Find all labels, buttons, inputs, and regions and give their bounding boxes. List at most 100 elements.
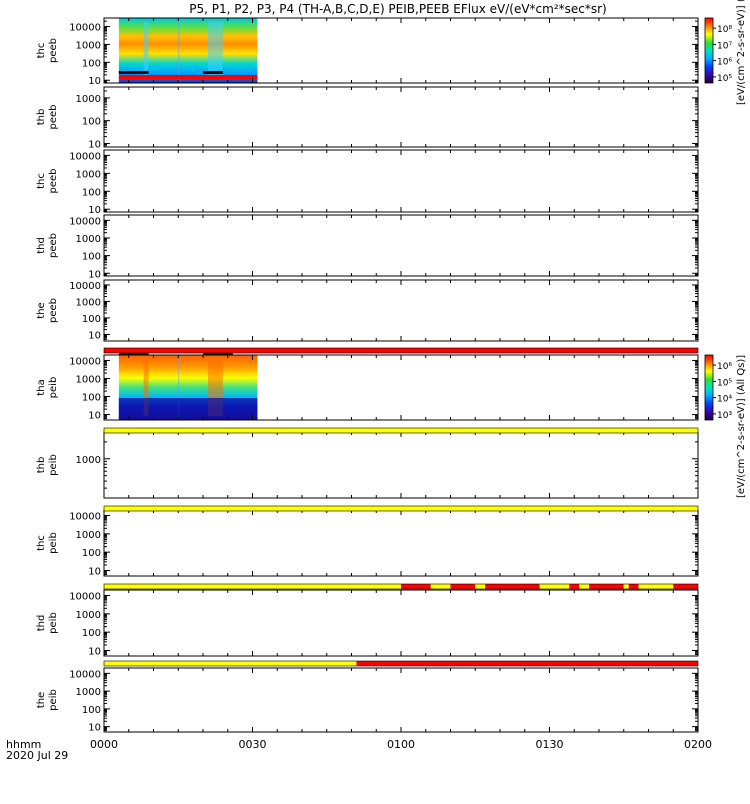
status-bar-frame [103, 427, 699, 434]
panel-label: peeb [48, 38, 59, 63]
y-tick-label: 1000 [76, 455, 101, 466]
status-segment [579, 584, 590, 589]
spectrogram-dark-band [203, 353, 233, 355]
y-tick-label: 10 [88, 205, 101, 216]
spectrogram-dark-band [118, 353, 149, 355]
status-bar-2 [103, 427, 699, 434]
status-bars-layer [103, 347, 699, 667]
panel-2: 10 100 1000 thb peeb [36, 86, 699, 150]
colorbar-ion-gradient [704, 354, 714, 421]
spectrogram-dark-band [203, 71, 223, 74]
status-bar-4 [103, 583, 699, 590]
panel-label: peeb [48, 105, 59, 130]
panel-frame [103, 589, 699, 657]
y-tick-label: 100 [82, 314, 101, 325]
status-segment [104, 661, 357, 666]
y-tick-label: 10000 [69, 356, 101, 367]
y-tick-label: 1000 [76, 610, 101, 621]
colorbar-tick-label: 10⁶ [717, 362, 732, 372]
colorbar-tick-label: 10⁵ [717, 378, 732, 388]
status-segment [104, 506, 698, 511]
spectrogram-feature [207, 359, 216, 416]
panel-label: the [36, 692, 47, 708]
colorbar-tick-label: 10⁵ [717, 74, 732, 84]
panel-7: 1000 thb peib [36, 431, 699, 499]
status-segment [623, 584, 629, 589]
y-tick-label: 100 [82, 117, 101, 128]
colorbar-tick-label: 10⁷ [717, 41, 732, 51]
panel-label: peib [48, 454, 59, 476]
colorbar-tick-label: 10⁸ [717, 25, 732, 35]
y-tick-label: 100 [82, 628, 101, 639]
panel-label: peib [48, 612, 59, 634]
panel-label: peib [48, 532, 59, 554]
y-tick-label: 10000 [69, 216, 101, 227]
colorbar-electron: 10⁵ 10⁶ 10⁷ 10⁸ [eV/(cm^2-s-sr-eV)] (All [704, 0, 747, 105]
y-tick-label: 1000 [76, 297, 101, 308]
colorbar-tick-label: 10⁴ [717, 395, 732, 405]
status-segment [628, 584, 639, 589]
spectrogram-feature [143, 22, 149, 79]
panel-label: peeb [48, 169, 59, 194]
panel-label: tha [36, 379, 47, 395]
panel-3: 10 100 1000 10000 thc peeb [36, 149, 699, 216]
panel-frame [103, 509, 699, 577]
y-tick-label: 10000 [69, 23, 101, 34]
panel-5: 10 100 1000 10000 the peeb [36, 279, 699, 342]
colorbar-electron-label: [eV/(cm^2-s-sr-eV)] (All [736, 0, 747, 105]
colorbar-electron-gradient [704, 17, 714, 84]
y-tick-label: 10 [88, 646, 101, 657]
spectrogram-feature [143, 359, 149, 416]
y-tick-label: 100 [82, 252, 101, 263]
y-tick-label: 100 [82, 393, 101, 404]
panel-label: peeb [48, 298, 59, 323]
date-label: 2020 Jul 29 [6, 749, 68, 762]
panel-label: thd [36, 237, 47, 254]
spectrogram-feature [178, 18, 180, 83]
panel-label: peeb [48, 233, 59, 258]
colorbar-ion: 10³ 10⁴ 10⁵ 10⁶ [eV/(cm^2-s-sr-eV)] (All Qs… [704, 354, 747, 498]
panel-frame [103, 149, 699, 213]
x-tick-label: 0200 [684, 738, 712, 751]
panel-frame [103, 667, 699, 733]
panel-4: 10 100 1000 10000 thd peeb [36, 214, 699, 280]
y-tick-label: 10000 [69, 281, 101, 292]
x-axis: 0000 0030 0100 0130 0200 [90, 738, 712, 751]
status-bar-5 [103, 660, 699, 667]
y-tick-label: 10 [88, 411, 101, 422]
y-tick-label: 100 [82, 705, 101, 716]
panel-frame [103, 86, 699, 148]
spectrogram-feature [215, 359, 223, 416]
y-tick-label: 10 [88, 723, 101, 734]
spectrogram-feature [207, 22, 216, 79]
spectrogram-low-band [118, 75, 258, 79]
colorbar-tick-label: 10³ [717, 411, 732, 421]
y-tick-label: 100 [82, 548, 101, 559]
spectrogram-feature [178, 355, 180, 420]
y-tick-label: 10 [88, 269, 101, 280]
status-bar-frame [103, 505, 699, 512]
status-bar-3 [103, 505, 699, 512]
y-tick-label: 1000 [76, 40, 101, 51]
panel-8: 10 100 1000 10000 thc peib [36, 509, 699, 577]
colorbar-ion-ticks: 10³ 10⁴ 10⁵ 10⁶ [713, 362, 732, 421]
y-tick-label: 10 [88, 330, 101, 341]
status-segment [589, 584, 624, 589]
panel-label: peib [48, 377, 59, 399]
status-segment [475, 584, 486, 589]
status-segment [638, 584, 674, 589]
y-tick-label: 10000 [69, 151, 101, 162]
panel-label: thd [36, 615, 47, 632]
spectrogram-dark-band [118, 71, 149, 74]
colorbar-ion-label: [eV/(cm^2-s-sr-eV)] (All Qs)] [736, 355, 747, 498]
x-tick-label: 0030 [239, 738, 267, 751]
x-tick-label: 0130 [536, 738, 564, 751]
y-tick-label: 10000 [69, 592, 101, 603]
colorbar-electron-ticks: 10⁵ 10⁶ 10⁷ 10⁸ [713, 25, 732, 84]
x-tick-label: 0100 [387, 738, 415, 751]
status-segment [430, 584, 451, 589]
status-segment [104, 348, 698, 353]
status-bar-frame [103, 347, 699, 354]
panel-frame [103, 279, 699, 342]
